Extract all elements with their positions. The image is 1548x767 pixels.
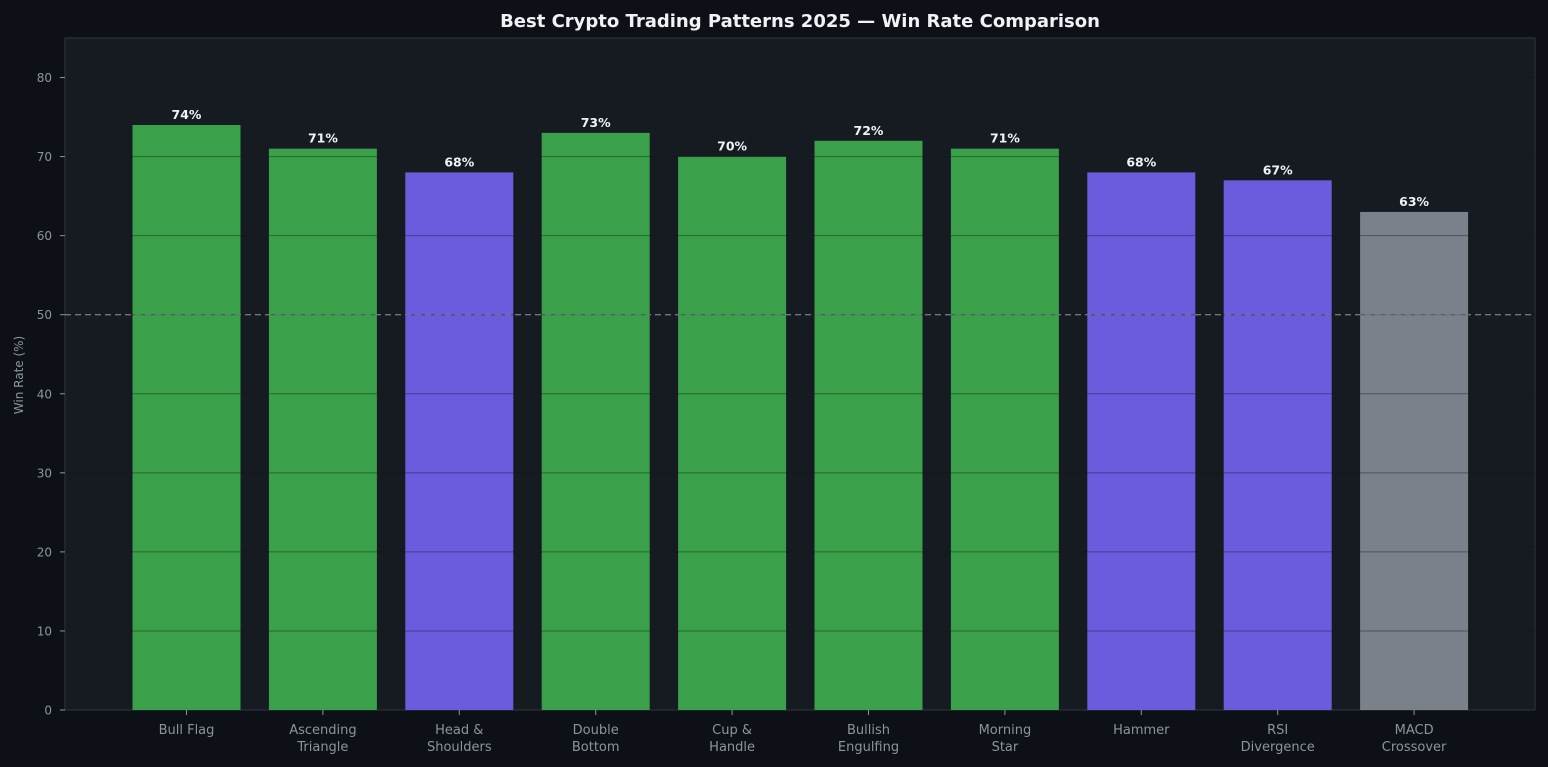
x-tick-label: RSI Divergence (1241, 723, 1315, 755)
bar (405, 172, 514, 710)
bar (950, 148, 1059, 710)
x-tick-label: Morning Star (979, 723, 1032, 755)
y-tick-label: 20 (37, 545, 52, 559)
bar (814, 140, 923, 710)
bar (678, 156, 787, 710)
bar-value-label: 71% (308, 131, 338, 146)
y-tick-label: 10 (37, 624, 52, 638)
x-tick-label: Double Bottom (572, 723, 620, 755)
y-axis-label: Win Rate (%) (12, 336, 26, 414)
y-tick-label: 0 (44, 704, 52, 718)
bars (65, 77, 1535, 710)
bar (268, 148, 377, 710)
bar (1360, 211, 1469, 710)
x-tick-label: MACD Crossover (1382, 723, 1447, 755)
bar-value-label: 74% (172, 107, 202, 122)
y-tick-label: 30 (37, 466, 52, 480)
x-tick-label: Cup & Handle (709, 723, 755, 755)
y-tick-label: 80 (37, 71, 52, 85)
bar-value-label: 67% (1263, 162, 1293, 177)
y-tick-label: 70 (37, 150, 52, 164)
x-tick-label: Hammer (1113, 723, 1170, 738)
x-tick-label: Bull Flag (159, 723, 215, 738)
bar (132, 124, 241, 710)
bar-value-label: 70% (717, 139, 747, 154)
bar-value-label: 68% (1126, 154, 1156, 169)
data-labels: 74% 71% 68% 73% 70% 72% 71% 68% 67% 63% (172, 107, 1430, 209)
bar (541, 132, 650, 710)
y-tick-label: 60 (37, 229, 52, 243)
bar (1223, 180, 1332, 710)
x-tick-label: Head & Shoulders (427, 723, 492, 755)
bar-value-label: 72% (854, 123, 884, 138)
y-tick-label: 50 (37, 308, 52, 322)
y-tick-label: 40 (37, 387, 52, 401)
x-tick-label: Bullish Engulfing (838, 723, 899, 755)
bar (1087, 172, 1196, 710)
bar-value-label: 68% (444, 154, 474, 169)
bar-value-label: 63% (1399, 194, 1429, 209)
bar-value-label: 73% (581, 115, 611, 130)
x-tick-label: Ascending Triangle (289, 723, 356, 755)
axes: 0 10 20 30 40 50 60 70 80 Bull Flag Ascending Trian… (37, 71, 1447, 755)
chart-title: Best Crypto Trading Patterns 2025 — Win … (500, 11, 1100, 32)
bar-value-label: 71% (990, 131, 1020, 146)
